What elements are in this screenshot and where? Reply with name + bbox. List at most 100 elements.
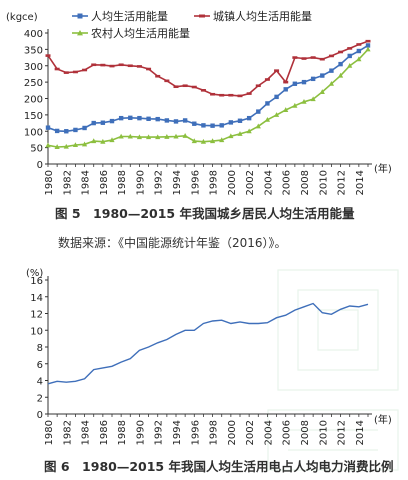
x-tick-label: 2004 bbox=[263, 420, 274, 445]
x-tick-label: 2006 bbox=[282, 170, 293, 195]
data-point bbox=[310, 56, 316, 59]
x-tick-label: 1998 bbox=[209, 170, 220, 195]
x-tick-label: 1992 bbox=[154, 420, 165, 445]
data-point bbox=[255, 123, 261, 129]
data-point bbox=[100, 63, 106, 67]
series-line bbox=[47, 40, 369, 97]
data-point bbox=[264, 116, 271, 122]
data-point bbox=[91, 120, 96, 126]
x-tick-label: 2004 bbox=[263, 170, 274, 195]
data-point bbox=[127, 64, 133, 68]
y-tick-label: 350 bbox=[24, 45, 43, 56]
x-tick-label: 2010 bbox=[318, 420, 329, 445]
y-tick-label: 300 bbox=[24, 62, 43, 73]
y-tick-label: 16 bbox=[30, 276, 43, 287]
x-tick-label: 1988 bbox=[117, 420, 128, 445]
data-point bbox=[328, 54, 334, 58]
data-point bbox=[237, 94, 243, 98]
data-point bbox=[292, 56, 298, 59]
data-point bbox=[182, 118, 188, 123]
x-tick-label: 2014 bbox=[355, 420, 366, 445]
series-line bbox=[47, 302, 369, 385]
data-point bbox=[301, 98, 307, 104]
legend-marker bbox=[199, 14, 205, 18]
data-point bbox=[246, 128, 252, 134]
data-point bbox=[109, 137, 115, 143]
x-tick-label: 2012 bbox=[337, 420, 348, 445]
data-point bbox=[91, 63, 97, 67]
y-tick-label: 0 bbox=[37, 160, 43, 171]
data-point bbox=[246, 115, 252, 121]
data-point bbox=[228, 133, 234, 139]
data-point bbox=[109, 118, 115, 124]
data-point bbox=[228, 93, 234, 97]
data-point bbox=[337, 72, 344, 78]
x-tick-label: 1982 bbox=[62, 170, 73, 195]
x-unit-label: (年) bbox=[374, 162, 392, 175]
data-point bbox=[45, 54, 51, 57]
y-tick-label: 4 bbox=[37, 377, 43, 388]
x-unit-label: (年) bbox=[374, 413, 392, 426]
data-point bbox=[118, 133, 124, 139]
data-point bbox=[91, 138, 97, 144]
x-tick-label: 1984 bbox=[81, 170, 92, 195]
data-point bbox=[320, 73, 325, 78]
data-point bbox=[200, 138, 207, 144]
data-point bbox=[347, 47, 353, 50]
x-tick-label: 2000 bbox=[227, 420, 238, 445]
data-point bbox=[356, 43, 362, 46]
x-tick-label: 2014 bbox=[355, 170, 366, 195]
x-tick-label: 1990 bbox=[135, 420, 146, 445]
x-tick-label: 1980 bbox=[44, 420, 55, 445]
x-tick-label: 1994 bbox=[172, 170, 183, 195]
y-tick-label: 8 bbox=[37, 343, 43, 354]
data-point bbox=[319, 89, 325, 94]
x-tick-label: 2002 bbox=[245, 170, 256, 195]
data-point bbox=[347, 53, 352, 59]
data-point bbox=[356, 48, 362, 54]
data-point bbox=[81, 141, 88, 147]
data-point bbox=[164, 118, 170, 123]
legend-label: 城镇人均生活用能量 bbox=[213, 9, 312, 23]
data-point bbox=[146, 67, 152, 71]
x-tick-label: 1980 bbox=[44, 170, 55, 195]
data-point bbox=[347, 62, 353, 68]
data-point bbox=[237, 118, 243, 123]
x-tick-label: 2006 bbox=[282, 420, 293, 445]
data-point bbox=[201, 123, 206, 128]
data-point bbox=[73, 127, 78, 133]
x-tick-label: 1998 bbox=[209, 420, 220, 445]
data-point bbox=[54, 128, 60, 134]
data-point bbox=[136, 65, 142, 68]
data-point bbox=[246, 92, 252, 95]
legend-label: 农村人均生活用能量 bbox=[91, 26, 190, 40]
data-point bbox=[283, 87, 288, 92]
x-tick-label: 2008 bbox=[300, 170, 311, 195]
data-point bbox=[63, 71, 69, 74]
series-line bbox=[47, 48, 369, 148]
x-tick-label: 1996 bbox=[190, 420, 201, 445]
data-point bbox=[356, 56, 362, 62]
data-point bbox=[109, 64, 115, 68]
y-tick-label: 200 bbox=[24, 95, 43, 106]
data-point bbox=[72, 70, 78, 74]
legend-marker bbox=[77, 30, 83, 36]
x-tick-label: 1982 bbox=[62, 420, 73, 445]
data-point bbox=[72, 142, 79, 148]
y-unit-label: (%) bbox=[26, 268, 43, 279]
data-point bbox=[264, 78, 270, 81]
data-source-note: 数据来源：《中国能源统计年鉴（2016）》。 bbox=[58, 236, 287, 250]
background-watermark bbox=[267, 269, 399, 471]
data-point bbox=[82, 68, 88, 72]
legend-label: 人均生活用能量 bbox=[91, 9, 168, 23]
y-unit-label: (kgce) bbox=[6, 12, 38, 23]
data-point bbox=[155, 116, 160, 122]
data-point bbox=[210, 123, 215, 128]
data-point bbox=[273, 112, 280, 117]
figure-6-caption: 图 6 1980—2015 年我国人均生活用电占人均电力消费比例 bbox=[44, 459, 394, 474]
y-tick-label: 150 bbox=[24, 111, 43, 122]
y-tick-label: 0 bbox=[37, 410, 43, 421]
data-point bbox=[292, 102, 298, 108]
y-tick-label: 12 bbox=[30, 310, 43, 321]
data-point bbox=[301, 79, 307, 85]
